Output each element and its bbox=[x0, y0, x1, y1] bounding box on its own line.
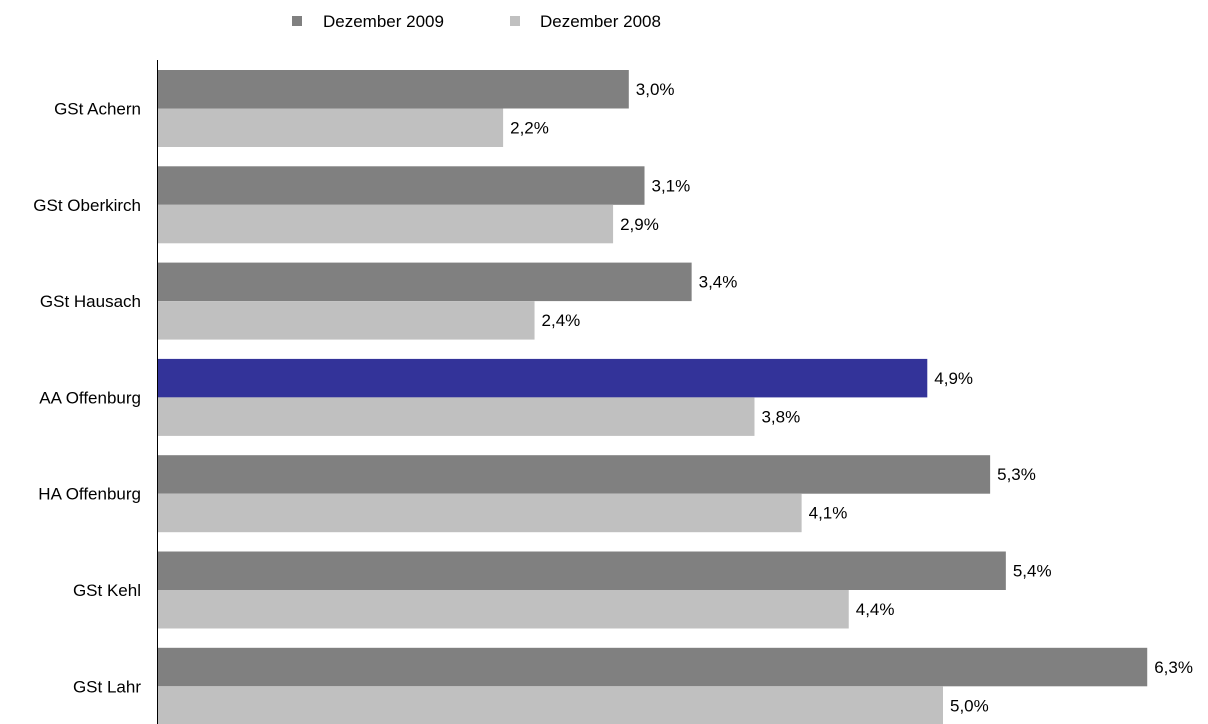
data-label: 2,4% bbox=[542, 311, 581, 330]
bar-dez-2008 bbox=[157, 493, 802, 533]
category-labels: GSt Achern GSt Oberkirch GSt Hausach AA Off… bbox=[33, 100, 141, 697]
bar-dez-2009 bbox=[157, 166, 645, 205]
bar-dez-2008 bbox=[157, 108, 504, 147]
bar-dez-2009 bbox=[157, 455, 991, 494]
value-labels: 3,0% 2,2% 3,1% 2,9% 3,4% 2,4% 4,9% 3,8% 5,3% 4,1%… bbox=[510, 80, 1193, 715]
bar-dez-2009 bbox=[157, 358, 928, 398]
data-label: 3,8% bbox=[761, 407, 800, 426]
data-label: 3,0% bbox=[636, 80, 675, 99]
bar-dez-2009 bbox=[157, 70, 629, 109]
legend: Dezember 2009 Dezember 2008 bbox=[292, 12, 661, 31]
category-label: GSt Kehl bbox=[73, 581, 141, 600]
data-label: 4,1% bbox=[809, 504, 848, 523]
bar-dez-2008 bbox=[157, 397, 755, 436]
bar-dez-2009 bbox=[157, 647, 1148, 687]
data-label: 5,4% bbox=[1013, 562, 1052, 581]
category-label: GSt Oberkirch bbox=[33, 196, 141, 215]
category-label: HA Offenburg bbox=[38, 485, 141, 504]
bar-dez-2009 bbox=[157, 551, 1006, 590]
data-label: 5,0% bbox=[950, 696, 989, 715]
bar-dez-2008 bbox=[157, 204, 614, 244]
bar-dez-2009 bbox=[157, 262, 692, 302]
data-label: 5,3% bbox=[997, 465, 1036, 484]
data-label: 4,4% bbox=[856, 600, 895, 619]
category-label: GSt Lahr bbox=[73, 677, 141, 696]
data-label: 4,9% bbox=[934, 369, 973, 388]
bar-dez-2008 bbox=[157, 686, 943, 724]
legend-swatch-1 bbox=[292, 16, 302, 26]
legend-label-2: Dezember 2008 bbox=[540, 12, 661, 31]
category-label: GSt Achern bbox=[54, 100, 141, 119]
bar-dez-2008 bbox=[157, 590, 849, 629]
data-label: 2,2% bbox=[510, 119, 549, 138]
bar-dez-2008 bbox=[157, 301, 535, 340]
legend-swatch-2 bbox=[510, 16, 520, 26]
data-label: 6,3% bbox=[1154, 658, 1193, 677]
category-label: GSt Hausach bbox=[40, 292, 141, 311]
data-label: 3,4% bbox=[699, 273, 738, 292]
data-label: 3,1% bbox=[652, 176, 691, 195]
data-label: 2,9% bbox=[620, 215, 659, 234]
category-label: AA Offenburg bbox=[39, 388, 141, 407]
legend-label-1: Dezember 2009 bbox=[323, 12, 444, 31]
bars bbox=[157, 70, 1148, 724]
